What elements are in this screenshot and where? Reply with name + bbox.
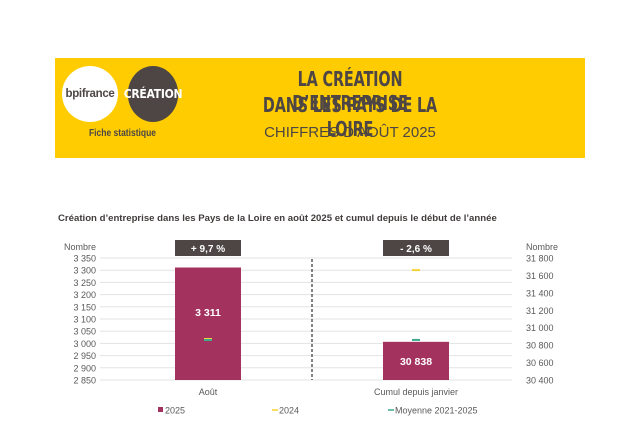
y-tick-label-right: 30 600 xyxy=(526,358,554,368)
y-tick-label-left: 3 200 xyxy=(73,290,96,300)
y-tick-label-left: 3 250 xyxy=(73,278,96,288)
change-badge-label: - 2,6 % xyxy=(400,244,432,255)
y-tick-label-right: 30 400 xyxy=(526,376,554,386)
fiche-statistique-label: Fiche statistique xyxy=(88,128,157,139)
chart-title: Création d’entreprise dans les Pays de l… xyxy=(58,213,497,224)
bar-2025 xyxy=(175,267,241,380)
y-tick-label-left: 3 300 xyxy=(73,266,96,276)
x-category-label: Août xyxy=(199,387,218,397)
x-category-label: Cumul depuis janvier xyxy=(374,387,458,397)
y-tick-label-right: 31 400 xyxy=(526,288,554,298)
creation-logo: CRÉATION xyxy=(124,66,183,122)
change-badge-label: + 9,7 % xyxy=(191,244,225,255)
y-tick-label-right: 31 600 xyxy=(526,271,554,281)
change-badge xyxy=(175,240,241,256)
y-tick-label-left: 3 050 xyxy=(73,327,96,337)
y-tick-label-left: 2 900 xyxy=(73,363,96,373)
header-banner: bpifrance CRÉATION Fiche statistique LA … xyxy=(55,58,585,158)
legend-marker-2025 xyxy=(158,407,163,412)
y-tick-label-left: 3 150 xyxy=(73,302,96,312)
y-tick-label-left: 2 850 xyxy=(73,376,96,386)
y-tick-label-right: 31 200 xyxy=(526,306,554,316)
bpifrance-logo: bpifrance xyxy=(62,66,118,122)
y-tick-label-left: 3 350 xyxy=(73,254,96,264)
y-tick-label-right: 31 800 xyxy=(526,254,554,264)
y-axis-label-left: Nombre xyxy=(64,242,96,252)
legend-label: 2024 xyxy=(279,406,299,416)
bar-value-label: 3 311 xyxy=(195,307,221,319)
legend-label: 2025 xyxy=(165,406,185,416)
y-tick-label-left: 2 950 xyxy=(73,351,96,361)
y-tick-label-left: 3 100 xyxy=(73,315,96,325)
y-tick-label-right: 31 000 xyxy=(526,323,554,333)
page-title-line1: LA CRÉATION D’ENTREPRISE xyxy=(292,67,408,115)
y-axis-label-right: Nombre xyxy=(526,242,558,252)
legend-label: Moyenne 2021-2025 xyxy=(395,406,478,416)
y-tick-label-right: 30 800 xyxy=(526,341,554,351)
y-tick-label-left: 3 000 xyxy=(73,339,96,349)
bar-value-label: 30 838 xyxy=(400,356,432,368)
page-title-line2: DANS LES PAYS DE LA LOIRE xyxy=(262,93,438,141)
page-subtitle: CHIFFRES D'AOÛT 2025 xyxy=(264,124,436,141)
bar-2025 xyxy=(383,341,449,380)
change-badge xyxy=(383,240,449,256)
